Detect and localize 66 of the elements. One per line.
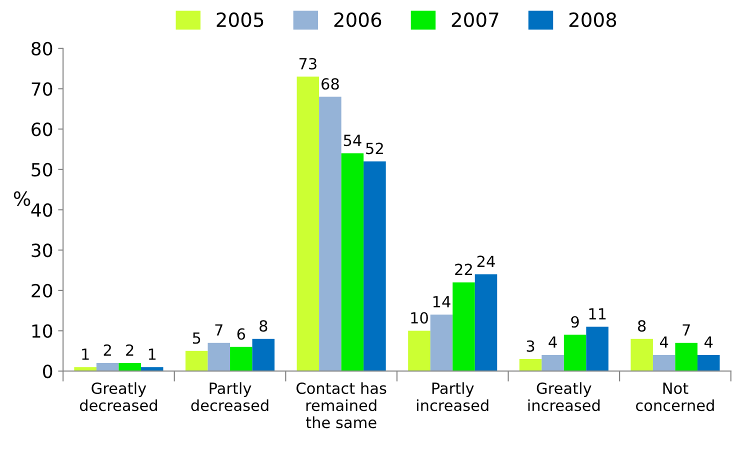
y-tick-label: 30 xyxy=(32,244,52,258)
bar xyxy=(230,346,252,372)
data-label: 54 xyxy=(344,134,362,146)
bar xyxy=(408,330,430,372)
y-axis-title: % xyxy=(14,191,30,206)
bar xyxy=(430,314,453,372)
x-tick-label: Contact has remained the same xyxy=(296,382,386,428)
bar xyxy=(319,96,342,372)
data-label: 8 xyxy=(260,320,268,332)
y-tick-label: 50 xyxy=(32,162,52,177)
data-label: 9 xyxy=(571,316,579,328)
bar xyxy=(252,338,275,372)
bar xyxy=(452,282,475,372)
data-label: 14 xyxy=(433,296,450,308)
data-label: 5 xyxy=(192,332,200,344)
data-label: 8 xyxy=(638,320,646,332)
data-label: 4 xyxy=(660,336,668,348)
legend-label: 2005 xyxy=(216,12,264,28)
data-label: 1 xyxy=(148,348,156,360)
data-label: 52 xyxy=(366,142,383,154)
y-tick-label: 60 xyxy=(32,122,52,136)
data-label: 24 xyxy=(477,256,495,267)
bar xyxy=(208,342,230,372)
data-label: 22 xyxy=(455,264,472,276)
data-label: 73 xyxy=(299,58,316,70)
y-tick-label: 40 xyxy=(31,203,52,217)
y-tick-label: 10 xyxy=(32,324,52,338)
x-tick-label: Greatly increased xyxy=(528,382,600,412)
bar xyxy=(341,153,364,372)
data-label: 68 xyxy=(322,78,339,90)
bar xyxy=(652,354,676,372)
data-label: 1 xyxy=(82,348,89,360)
data-label: 4 xyxy=(704,336,713,348)
bar xyxy=(697,354,720,372)
x-tick-label: Partly increased xyxy=(417,382,488,412)
data-label: 4 xyxy=(548,336,557,348)
bar xyxy=(675,342,698,372)
y-tick-label: 80 xyxy=(32,42,52,56)
legend-label: 2006 xyxy=(334,12,382,28)
bar xyxy=(186,350,208,372)
data-label: 6 xyxy=(237,328,246,340)
data-label: 7 xyxy=(215,324,222,336)
bar xyxy=(564,334,586,372)
y-tick-label: 20 xyxy=(32,284,52,298)
data-label: 2 xyxy=(104,344,111,356)
y-tick-label: 70 xyxy=(32,82,52,96)
bar xyxy=(519,359,542,372)
data-label: 10 xyxy=(411,312,428,324)
bar xyxy=(630,338,653,372)
legend-label: 2007 xyxy=(452,12,498,28)
legend-label: 2008 xyxy=(569,12,616,28)
data-label: 7 xyxy=(682,324,690,336)
bar xyxy=(474,274,498,372)
data-label: 3 xyxy=(526,340,534,352)
x-tick-label: Partly decreased xyxy=(191,382,268,412)
data-label: 11 xyxy=(589,308,606,320)
y-tick-label: 0 xyxy=(43,364,52,378)
bar xyxy=(118,363,141,372)
bar xyxy=(364,161,386,372)
x-tick-label: Greatly decreased xyxy=(80,382,157,412)
bar xyxy=(96,363,119,372)
x-tick-label: Not concerned xyxy=(636,382,714,412)
bar xyxy=(586,326,608,372)
bar xyxy=(542,354,564,372)
bar xyxy=(296,76,320,372)
data-label: 2 xyxy=(126,344,134,356)
